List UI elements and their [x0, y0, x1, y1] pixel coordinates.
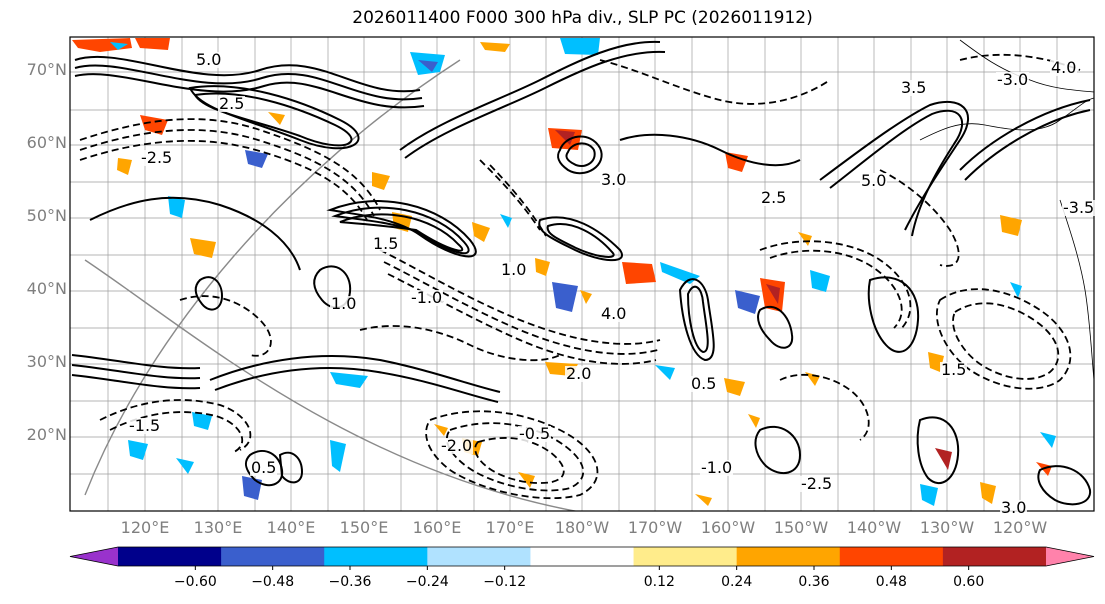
- contour-value-label: 5.0: [195, 50, 223, 69]
- lon-label-160e: 160°E: [412, 518, 462, 537]
- lon-label-120e: 120°E: [120, 518, 170, 537]
- contour-value-label: 3.0: [600, 170, 628, 189]
- colorbar-bin: [530, 547, 635, 566]
- contour-value-label: -3.5: [1062, 198, 1096, 217]
- lat-label-70: 70°N: [26, 60, 67, 79]
- contour-value-label: 2.5: [760, 188, 788, 207]
- colorbar: [69, 546, 1095, 570]
- colorbar-bin: [221, 547, 325, 566]
- colorbar-outline: [69, 546, 1095, 567]
- colorbar-tick-label: −0.60: [173, 574, 217, 590]
- coastlines: [919, 39, 1094, 381]
- colorbar-extend-low: [70, 547, 118, 566]
- contour-value-label: -2.0: [440, 436, 474, 455]
- lon-label-140e: 140°E: [266, 518, 316, 537]
- colorbar-tick-label: 0.36: [798, 574, 830, 590]
- contour-value-label: -3.0: [996, 70, 1030, 89]
- lon-label-170w: 170°W: [627, 518, 683, 537]
- contour-value-label: 0.5: [690, 374, 718, 393]
- slp-contours-negative: [79, 53, 1081, 500]
- lat-label-50: 50°N: [26, 206, 67, 225]
- contour-value-label: 3.0: [1000, 498, 1028, 517]
- colorbar-bin: [324, 547, 428, 566]
- colorbar-bin: [942, 547, 1047, 566]
- colorbar-tick-label: −0.36: [328, 574, 372, 590]
- contour-value-label: 3.5: [900, 78, 928, 97]
- contour-value-label: 5.0: [860, 171, 888, 190]
- contour-value-label: 1.0: [330, 294, 358, 313]
- lon-label-130e: 130°E: [193, 518, 243, 537]
- contour-value-label: 2.5: [218, 94, 246, 113]
- contour-value-label: -2.5: [800, 474, 834, 493]
- colorbar-bin: [118, 547, 222, 566]
- lon-label-160w: 160°W: [700, 518, 756, 537]
- lat-label-30: 30°N: [26, 352, 67, 371]
- contour-value-label: 0.5: [250, 458, 278, 477]
- contour-value-label: 4.0: [600, 304, 628, 323]
- slp-contours-positive: [71, 40, 1092, 506]
- contour-value-label: -1.0: [410, 288, 444, 307]
- colorbar-tick-label: 0.48: [875, 574, 907, 590]
- colorbar-tick-label: −0.24: [405, 574, 449, 590]
- colorbar-tick-label: 0.12: [643, 574, 675, 590]
- contour-value-label: -1.5: [128, 416, 162, 435]
- lat-label-60: 60°N: [26, 133, 67, 152]
- contour-value-label: 1.5: [372, 234, 400, 253]
- colorbar-tick-label: −0.48: [251, 574, 295, 590]
- colorbar-extend-high: [1046, 547, 1094, 566]
- colorbar-bin: [633, 547, 738, 566]
- graticule: [70, 37, 1094, 511]
- lon-label-140w: 140°W: [846, 518, 902, 537]
- lat-label-40: 40°N: [26, 279, 67, 298]
- contour-value-label: 1.0: [500, 260, 528, 279]
- map-title: 2026011400 F000 300 hPa div., SLP PC (20…: [352, 8, 813, 28]
- plot-border: [69, 36, 1095, 512]
- contour-value-label: 4.0: [1050, 58, 1078, 77]
- contour-value-label: 1.5: [940, 360, 968, 379]
- contour-value-label: 2.0: [565, 364, 593, 383]
- lon-label-130w: 130°W: [919, 518, 975, 537]
- lon-label-180w: 180°W: [554, 518, 610, 537]
- colorbar-tick-label: 0.60: [953, 574, 985, 590]
- contour-value-label: -0.5: [518, 424, 552, 443]
- contour-value-label: -2.5: [140, 148, 174, 167]
- contour-value-label: -1.0: [700, 458, 734, 477]
- lon-label-120w: 120°W: [992, 518, 1048, 537]
- lon-label-170e: 170°E: [485, 518, 535, 537]
- colorbar-bin: [736, 547, 841, 566]
- lon-label-150e: 150°E: [339, 518, 389, 537]
- colorbar-bin: [427, 547, 531, 566]
- colorbar-tick-label: 0.24: [721, 574, 753, 590]
- colorbar-bin: [839, 547, 944, 566]
- lat-label-20: 20°N: [26, 425, 67, 444]
- divergence-shading: [72, 38, 1056, 506]
- colorbar-tick-label: −0.12: [483, 574, 527, 590]
- lon-label-150w: 150°W: [773, 518, 829, 537]
